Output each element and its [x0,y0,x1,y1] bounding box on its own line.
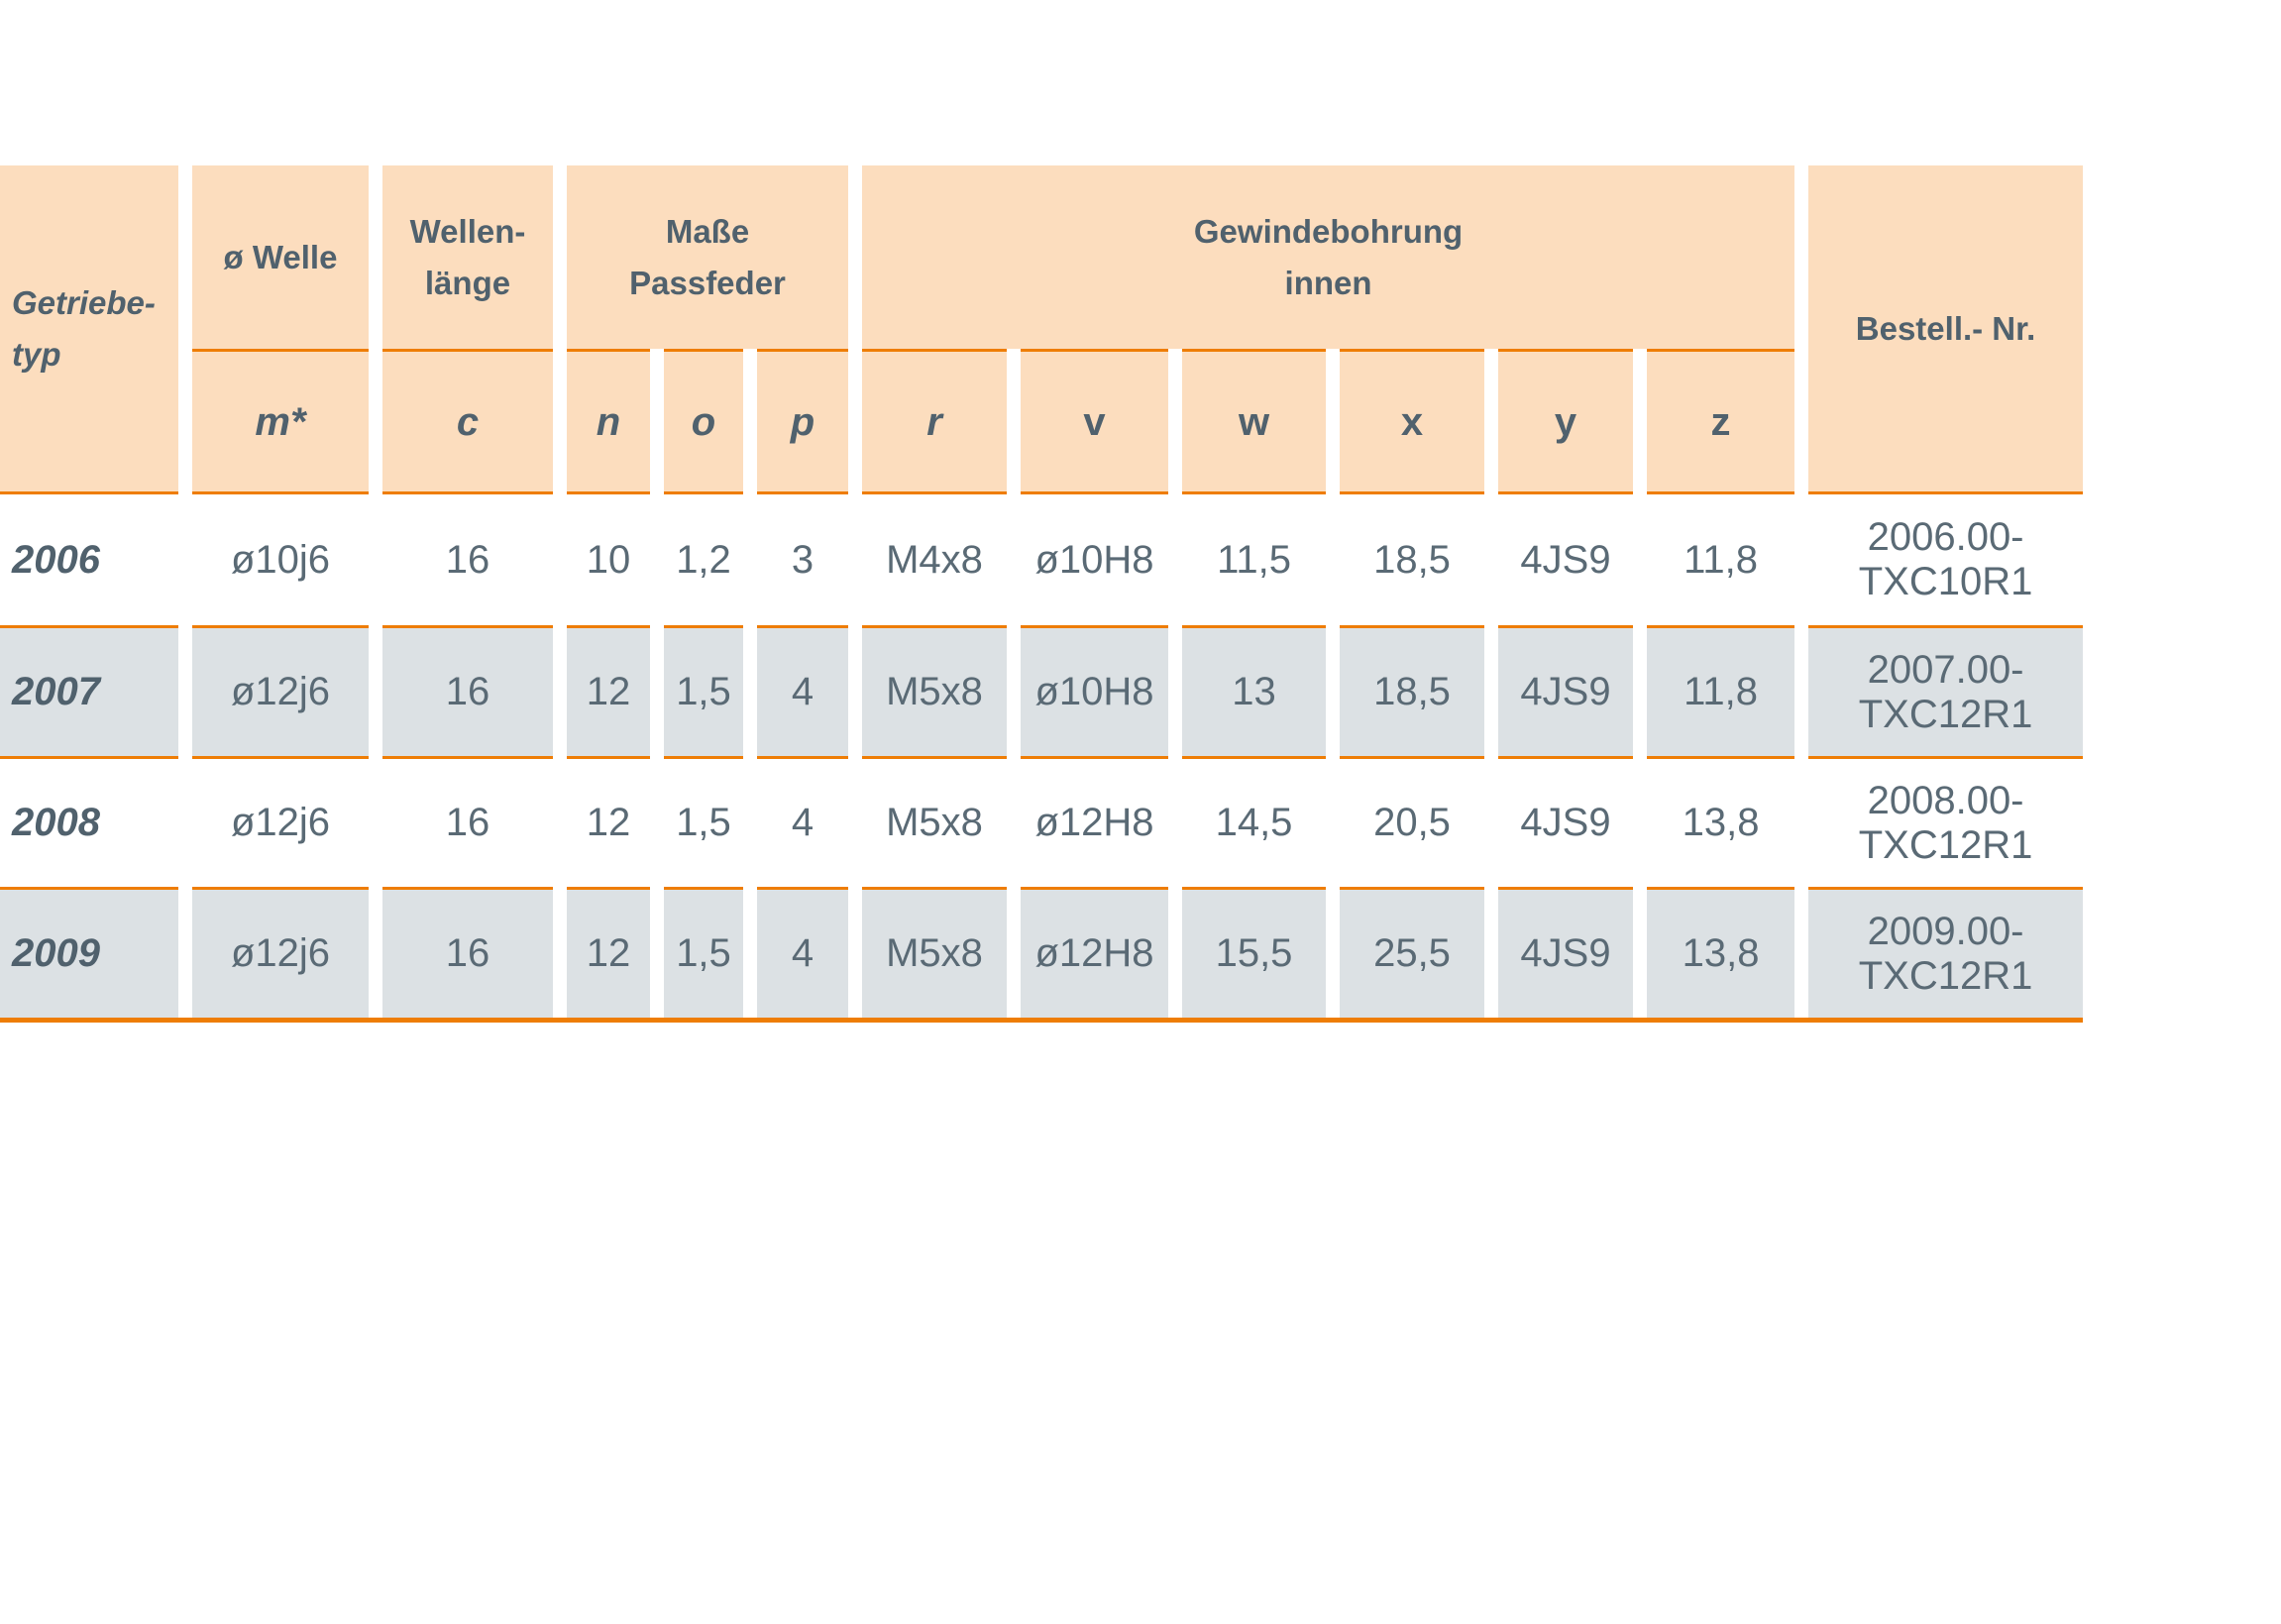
cell-w: 15,5 [1182,887,1327,1018]
cell-n: 12 [567,887,650,1018]
cell-c: 16 [382,887,553,1018]
cell-o: 1,5 [664,756,743,887]
col-header-bestell-nr: Bestell.- Nr. [1808,165,2083,494]
cell-v: ø10H8 [1021,625,1169,756]
sub-header-x: x [1340,349,1485,494]
cell-x: 18,5 [1340,625,1485,756]
cell-type: 2006 [12,537,100,582]
col-header-welle: ø Welle [192,165,369,349]
sub-header-r: r [862,349,1008,494]
cell-type: 2007 [0,625,178,756]
cell-y: 4JS9 [1498,887,1634,1018]
gear-dimension-table: Getriebe- typ ø Welle Wellen- länge Maße… [0,165,2083,1018]
cell-c: 16 [382,756,553,887]
sub-header-p: p [757,349,849,494]
cell-n: 12 [567,756,650,887]
cell-o: 1,2 [676,537,731,582]
cell-y: 4JS9 [1498,756,1634,887]
sub-header-w: w [1182,349,1327,494]
cell-r: M5x8 [862,756,1008,887]
group-header-row: Getriebe- typ ø Welle Wellen- länge Maße… [0,165,2083,494]
table-body: 2006 ø10j6 16 10 1,2 3 M4x8 ø10H8 11,5 1… [0,494,2083,1018]
sub-header-o: o [664,349,743,494]
table-row-2009: 2009 ø12j6 16 12 1,5 4 M5x8 ø12H8 15,5 2… [0,887,2083,1018]
cell-order-number: 2007.00-TXC12R1 [1808,625,2083,756]
col-header-getriebe-typ: Getriebe- typ [0,165,178,494]
sub-header-v: v [1021,349,1169,494]
cell-y: 4JS9 [1520,537,1611,582]
sub-header-m: m* [192,349,369,494]
cell-z: 13,8 [1647,756,1795,887]
cell-p: 4 [757,625,849,756]
sub-header-y: y [1498,349,1634,494]
cell-p: 3 [791,537,815,582]
col-header-masse-passfeder: Maße Passfeder [567,165,849,349]
cell-order-number: 2008.00-TXC12R1 [1808,756,2083,887]
cell-order-number: 2006.00-TXC10R1 [1858,515,2033,603]
gear-dimension-table-wrap: Getriebe- typ ø Welle Wellen- länge Maße… [0,165,2083,1023]
cell-w: 11,5 [1217,537,1291,582]
col-header-gewindebohrung-innen: Gewindebohrung innen [862,165,1795,349]
cell-w: 14,5 [1182,756,1327,887]
sub-header-z: z [1647,349,1795,494]
cell-w: 13 [1182,625,1327,756]
cell-v: ø10H8 [1034,537,1154,582]
cell-n: 12 [567,625,650,756]
cell-m: ø10j6 [230,537,331,582]
col-header-wellenlaenge: Wellen- länge [382,165,553,349]
cell-p: 4 [757,756,849,887]
cell-z: 11,8 [1684,537,1758,582]
cell-type: 2009 [0,887,178,1018]
cell-order-number: 2009.00-TXC12R1 [1808,887,2083,1018]
cell-m: ø12j6 [192,625,369,756]
cell-c: 16 [445,537,490,582]
cell-c: 16 [382,625,553,756]
cell-m: ø12j6 [192,887,369,1018]
sub-header-c: c [382,349,553,494]
cell-m: ø12j6 [192,756,369,887]
sub-header-row: m* c n o p r v w x y z [0,349,2083,494]
cell-x: 18,5 [1373,537,1451,582]
cell-z: 13,8 [1647,887,1795,1018]
cell-r: M5x8 [862,887,1008,1018]
table-header: Getriebe- typ ø Welle Wellen- länge Maße… [0,165,2083,494]
cell-type: 2008 [0,756,178,887]
cell-n: 10 [586,537,631,582]
cell-v: ø12H8 [1021,756,1169,887]
table-row-2007: 2007 ø12j6 16 12 1,5 4 M5x8 ø10H8 13 18,… [0,625,2083,756]
cell-o: 1,5 [664,625,743,756]
cell-v: ø12H8 [1021,887,1169,1018]
table-row-2008: 2008 ø12j6 16 12 1,5 4 M5x8 ø12H8 14,5 2… [0,756,2083,887]
cell-r: M5x8 [862,625,1008,756]
cell-x: 20,5 [1340,756,1485,887]
cell-z: 11,8 [1647,625,1795,756]
cell-x: 25,5 [1340,887,1485,1018]
cell-p: 4 [757,887,849,1018]
cell-y: 4JS9 [1498,625,1634,756]
sub-header-n: n [567,349,650,494]
cell-r: M4x8 [886,537,983,582]
cell-o: 1,5 [664,887,743,1018]
table-row-2006: 2006 ø10j6 16 10 1,2 3 M4x8 ø10H8 11,5 1… [0,494,2083,625]
